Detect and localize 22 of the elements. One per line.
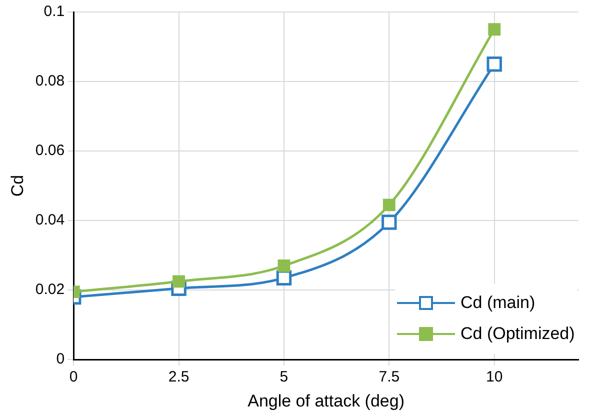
- x-tick-label: 0: [69, 368, 78, 386]
- x-axis-title: Angle of attack (deg): [248, 391, 404, 410]
- x-tick-label: 2.5: [168, 368, 190, 386]
- point: [382, 198, 396, 212]
- point: [486, 56, 502, 72]
- point: [382, 214, 397, 230]
- point: [488, 23, 501, 36]
- legend-label: Cd (Optimized): [460, 324, 575, 344]
- x-tick-label: 10: [486, 368, 503, 386]
- point: [278, 260, 290, 272]
- point: [172, 275, 185, 288]
- y-tick-label: 0.08: [35, 72, 65, 90]
- y-tick-label: 0.1: [44, 3, 65, 20]
- y-tick-label: 0: [56, 350, 65, 368]
- y-tick-label: 0.06: [35, 142, 65, 160]
- y-axis-title: Cd: [8, 174, 27, 197]
- legend-label: Cd (main): [460, 293, 536, 314]
- point: [276, 270, 292, 286]
- x-tick-label: 7.5: [378, 368, 400, 386]
- x-tick-label: 5: [280, 368, 288, 386]
- y-tick-label: 0.02: [35, 281, 65, 298]
- y-tick-label: 0.04: [35, 212, 65, 229]
